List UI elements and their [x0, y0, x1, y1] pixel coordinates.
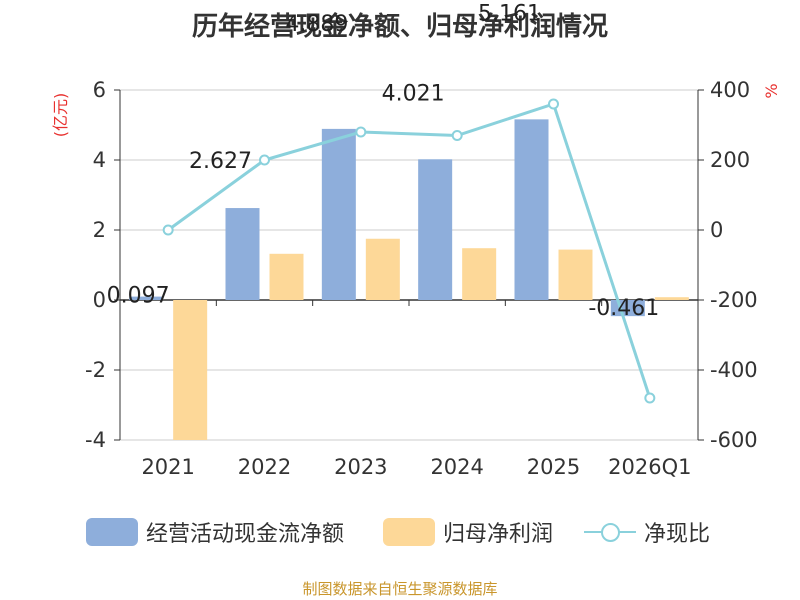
- bar-cashflow: [225, 208, 260, 300]
- left-tick-label: -2: [85, 358, 106, 382]
- data-label-cashflow: 4.889: [285, 12, 348, 37]
- bar-netprofit: [462, 248, 497, 300]
- bar-netprofit: [558, 249, 593, 300]
- data-label-cashflow: 4.021: [382, 81, 445, 106]
- legend-label-cashflow: 经营活动现金流净额: [146, 522, 345, 547]
- legend-swatch-netprofit: [383, 518, 435, 546]
- bar-netprofit: [365, 238, 400, 300]
- category-label: 2023: [334, 455, 387, 479]
- data-label-cashflow: 0.097: [107, 284, 170, 309]
- legend-label-ratio: 净现比: [644, 522, 711, 547]
- legend-line-icon: [584, 518, 636, 546]
- ratio-point: [548, 98, 559, 110]
- left-tick-label: -4: [85, 428, 106, 452]
- bars: [129, 119, 689, 440]
- category-label: 2021: [141, 455, 194, 479]
- bar-netprofit: [654, 297, 689, 300]
- bar-cashflow: [514, 119, 549, 301]
- data-label-cashflow: 2.627: [189, 149, 252, 174]
- data-label-cashflow: 5.161: [478, 1, 541, 26]
- chart-plot-area: -4 -2 0 2 4 6 -600 -400 -200 0 200 400 2021 2022 2023 2…: [51, 1, 781, 479]
- category-label: 2025: [527, 455, 580, 479]
- right-tick-label: 0: [710, 218, 723, 242]
- bar-netprofit: [269, 253, 304, 300]
- chart-title: 历年经营现金净额、归母净利润情况: [191, 12, 608, 42]
- right-tick-label: -400: [710, 358, 758, 382]
- legend-item-cashflow[interactable]: 经营活动现金流净额: [86, 512, 344, 552]
- ratio-point: [451, 130, 463, 141]
- category-label: 2026Q1: [608, 455, 691, 479]
- right-tick-label: 400: [710, 78, 750, 102]
- bar-cashflow: [321, 128, 356, 300]
- bar-cashflow: [129, 296, 164, 300]
- right-tick-label: 200: [710, 148, 750, 172]
- left-tick-label: 0: [93, 288, 106, 312]
- right-tick-label: -200: [710, 288, 758, 312]
- ratio-point: [355, 126, 367, 138]
- left-tick-label: 6: [93, 78, 106, 102]
- ratio-point: [644, 392, 656, 404]
- legend-swatch-cashflow: [86, 518, 138, 546]
- data-label-cashflow: -0.461: [588, 296, 659, 321]
- ratio-line: [162, 98, 656, 404]
- right-axis-unit: %: [762, 83, 781, 98]
- right-tick-label: -600: [710, 428, 758, 452]
- legend-item-netprofit[interactable]: 归母净利润: [383, 512, 553, 552]
- data-labels: 0.097 2.627 4.889 4.021 5.161 -0.461: [107, 1, 660, 321]
- ratio-point: [259, 154, 270, 166]
- left-tick-label: 2: [93, 218, 106, 242]
- ratio-line-path: [167, 102, 652, 399]
- category-label: 2022: [238, 455, 291, 479]
- legend-item-ratio[interactable]: 净现比: [584, 512, 710, 552]
- bar-netprofit: [173, 300, 208, 440]
- legend-label-netprofit: 归母净利润: [443, 522, 554, 547]
- left-axis-unit: (亿元): [51, 93, 70, 138]
- ratio-point: [162, 224, 174, 236]
- legend: 经营活动现金流净额 归母净利润 净现比: [0, 512, 800, 552]
- left-tick-label: 4: [93, 148, 106, 172]
- axes: -4 -2 0 2 4 6 -600 -400 -200 0 200 400 2021 2022 2023 2…: [51, 78, 781, 479]
- source-note: 制图数据来自恒生聚源数据库: [302, 580, 498, 598]
- bar-cashflow: [418, 159, 453, 300]
- category-label: 2024: [430, 455, 483, 479]
